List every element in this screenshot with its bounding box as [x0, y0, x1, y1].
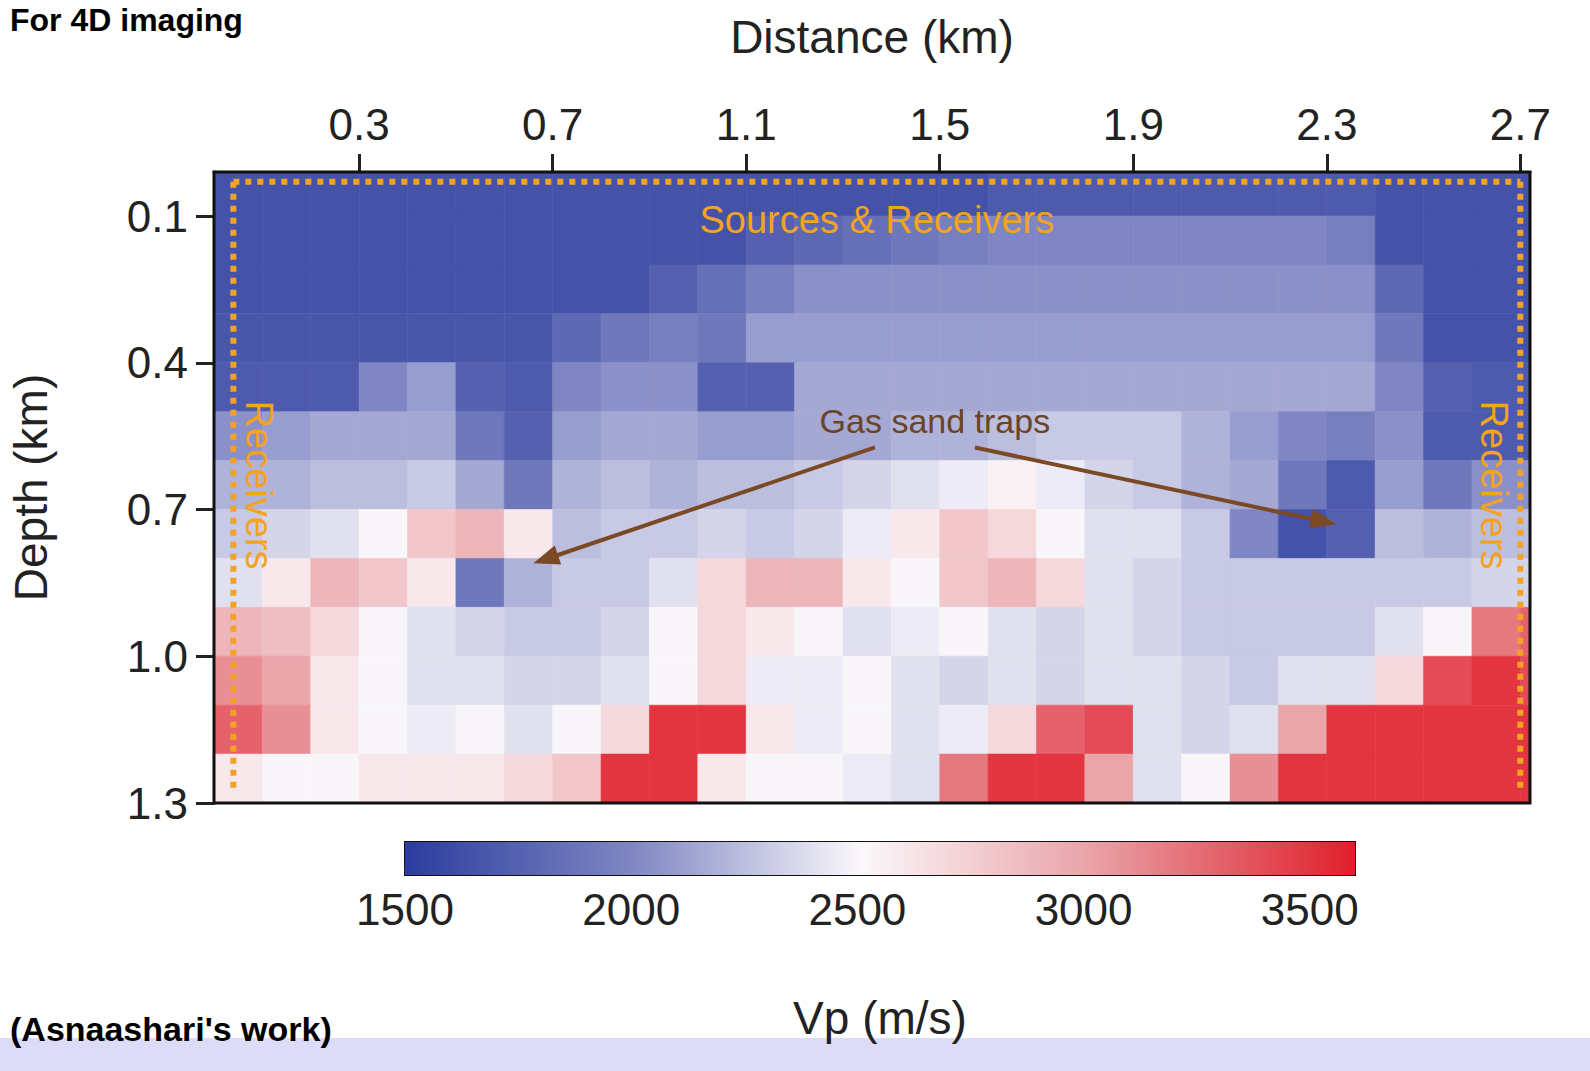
svg-text:2.7: 2.7 — [1490, 100, 1551, 149]
svg-text:3500: 3500 — [1261, 885, 1359, 934]
svg-text:2000: 2000 — [582, 885, 680, 934]
svg-text:3000: 3000 — [1035, 885, 1133, 934]
svg-text:2.3: 2.3 — [1296, 100, 1357, 149]
svg-text:0.3: 0.3 — [329, 100, 390, 149]
svg-text:Receivers: Receivers — [238, 401, 280, 570]
svg-text:Vp (m/s): Vp (m/s) — [793, 992, 967, 1044]
svg-text:1.5: 1.5 — [909, 100, 970, 149]
svg-text:1.3: 1.3 — [127, 779, 188, 828]
svg-text:Distance (km): Distance (km) — [730, 11, 1014, 63]
svg-text:2500: 2500 — [808, 885, 906, 934]
svg-text:(Asnaashari's work): (Asnaashari's work) — [10, 1010, 332, 1048]
svg-text:For 4D imaging: For 4D imaging — [10, 2, 243, 38]
svg-text:0.1: 0.1 — [127, 192, 188, 241]
svg-text:Sources & Receivers: Sources & Receivers — [699, 199, 1054, 241]
svg-text:1.9: 1.9 — [1103, 100, 1164, 149]
svg-text:Depth (km): Depth (km) — [5, 374, 57, 601]
svg-text:1500: 1500 — [356, 885, 454, 934]
svg-text:Receivers: Receivers — [1473, 401, 1515, 570]
svg-text:0.7: 0.7 — [127, 485, 188, 534]
svg-text:1.1: 1.1 — [716, 100, 777, 149]
svg-text:0.7: 0.7 — [522, 100, 583, 149]
svg-text:0.4: 0.4 — [127, 338, 188, 387]
svg-text:1.0: 1.0 — [127, 632, 188, 681]
svg-text:Gas sand traps: Gas sand traps — [820, 402, 1051, 440]
